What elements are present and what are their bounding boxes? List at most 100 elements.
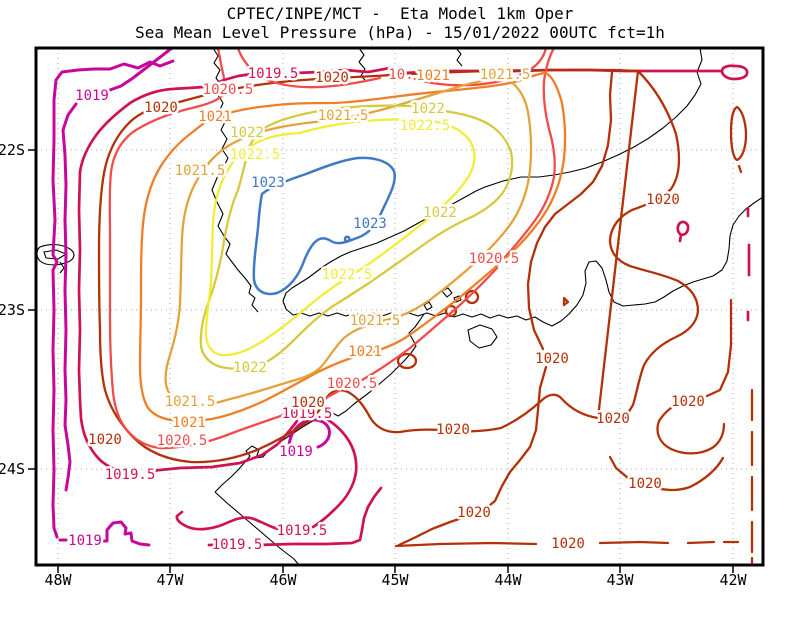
contour-label-1019.5: 1019.5: [282, 406, 333, 422]
isobar-1019.5: [77, 170, 358, 533]
contour-label-1021.5: 1021.5: [318, 108, 369, 124]
isobar-1023: [343, 235, 351, 243]
contour-level-1021.5: [164, 76, 533, 408]
contour-label-1019.5: 1019.5: [248, 66, 299, 82]
contour-label-1020.5: 1020.5: [203, 82, 254, 98]
contour-label-1021: 1021: [416, 68, 450, 84]
contour-label-1022: 1022: [411, 101, 445, 117]
contour-label-1019.5: 1019.5: [212, 537, 263, 553]
coastline-path-13: [59, 261, 65, 274]
isobar-ring-1020: [396, 352, 418, 370]
contour-level-1020.5: [108, 46, 556, 450]
isobar-1019: [51, 59, 175, 539]
contour-label-1020: 1020: [457, 505, 491, 521]
contour-label-1020: 1020: [436, 422, 470, 438]
contour-label-1023: 1023: [353, 216, 387, 232]
contour-label-1021.5: 1021.5: [165, 394, 216, 410]
contour-level-1022: [199, 104, 514, 370]
contour-label-1020: 1020: [628, 476, 662, 492]
x-tick-label-45W: 45W: [381, 571, 409, 589]
isobar-1020.5: [108, 46, 556, 450]
coastline-path-2: [455, 47, 463, 67]
contour-label-1021: 1021: [348, 344, 382, 360]
x-tick-label-44W: 44W: [494, 571, 522, 589]
contour-label-1020.5: 1020.5: [327, 376, 378, 392]
contour-label-1021.5: 1021.5: [175, 163, 226, 179]
coastline-path-7: [467, 324, 498, 349]
y-tick-label-24S: 24S: [0, 460, 25, 478]
contour-label-1022.5: 1022.5: [230, 147, 281, 163]
coastline-path-9: [423, 301, 433, 311]
coastline-path-11: [36, 244, 75, 266]
x-tick-label-42W: 42W: [719, 571, 747, 589]
contour-label-1020.5: 10.: [388, 67, 413, 83]
coastline-path-4: [282, 176, 764, 327]
contour-label-1020: 1020: [596, 411, 630, 427]
contour-label-1022: 1022: [230, 125, 264, 141]
contour-label-1020: 1020: [646, 192, 680, 208]
y-tick-label-22S: 22S: [0, 141, 25, 159]
contour-label-1020: 1020: [144, 100, 178, 116]
title-line-1: CPTEC/INPE/MCT - Eta Model 1km Oper: [226, 4, 574, 23]
contour-label-1020: 1020: [671, 394, 705, 410]
contour-label-1019.5: 1019.5: [277, 523, 328, 539]
isobar-1022.5: [204, 118, 476, 357]
isobar-1019.5: [676, 220, 690, 243]
contour-label-1023: 1023: [251, 175, 285, 191]
isobar-1020.5: [236, 46, 548, 89]
contour-lines: [51, 46, 754, 565]
contour-label-1020: 1020: [535, 351, 569, 367]
x-tick-label-43W: 43W: [606, 571, 634, 589]
coastline-path-0: [211, 47, 259, 313]
contour-label-1021.5: 1021.5: [350, 313, 401, 329]
x-tick-label-48W: 48W: [44, 571, 72, 589]
x-tick-label-47W: 47W: [156, 571, 184, 589]
isobar-ring-1020: [464, 289, 480, 305]
grid-lines: [36, 48, 763, 565]
isobar-1023: [252, 156, 396, 296]
coastline-path-8: [441, 287, 453, 298]
contour-label-1020: 1020: [88, 432, 122, 448]
isobar-1021.5: [164, 76, 533, 408]
contour-labels: 1019 1019 1019 1019.5 1019.5 1019.5 1019.5 1019…: [66, 64, 708, 556]
chart-title: CPTEC/INPE/MCT - Eta Model 1km Oper Sea …: [0, 4, 800, 42]
isobar-1020: [394, 540, 740, 548]
contour-label-1021: 1021: [172, 415, 206, 431]
isobar-1021: [138, 71, 567, 423]
contour-label-1022.5: 1022.5: [400, 118, 451, 134]
contour-label-1022: 1022: [233, 360, 267, 376]
isobar-1019: [61, 46, 174, 492]
contour-label-1020: 1020: [551, 536, 585, 552]
contour-label-1022.5: 1022.5: [322, 267, 373, 283]
contour-label-1021: 1021: [198, 109, 232, 125]
isobar-1020: [397, 70, 614, 547]
isobar-1019.5: [746, 206, 751, 322]
coastline-path-5: [214, 313, 425, 493]
map-frame: [34, 46, 765, 567]
x-tick-label-46W: 46W: [269, 571, 297, 589]
contour-label-1019: 1019: [68, 533, 102, 549]
isobar-1020: [737, 164, 743, 174]
isobar-1019.5: [720, 64, 749, 81]
isobar-1020: [729, 105, 748, 162]
contour-label-1021.5: 1021.5: [480, 67, 531, 83]
contour-label-1020: 1020: [315, 70, 349, 86]
isobar-1020: [562, 296, 570, 307]
contour-label-1020: 1020: [291, 395, 325, 411]
contour-label-1019: 1019: [279, 444, 313, 460]
isobar-1020: [656, 298, 733, 455]
contour-label-1020.5: 1020.5: [157, 433, 208, 449]
isobar-ring-1020: [444, 304, 458, 318]
isobar-1022: [199, 104, 514, 370]
y-tick-label-23S: 23S: [0, 301, 25, 319]
contour-level-1019.5: [77, 64, 751, 547]
axes: 48W 47W 46W 45W 44W 43W 42W 22S 23S 24S: [0, 46, 765, 589]
contour-label-1019.5: 1019.5: [105, 467, 156, 483]
coastline-path-3: [538, 47, 703, 178]
isobar-1020: [608, 455, 725, 492]
contour-level-1023: [252, 156, 396, 296]
isobar-1019.5: [207, 486, 383, 547]
contour-level-1021: [138, 71, 567, 423]
